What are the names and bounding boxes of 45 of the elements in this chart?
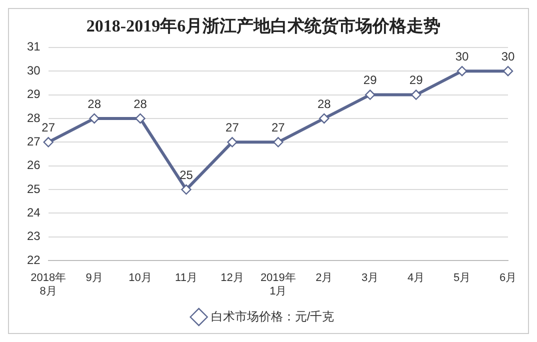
data-label: 27 [271,120,286,134]
x-tick-label: 4月 [408,272,425,284]
x-tick-label: 12月 [220,272,244,284]
chart-title: 2018-2019年6月浙江产地白术统货市场价格走势 [86,16,441,36]
x-tick-label: 10月 [128,272,152,284]
legend-label: 白术市场价格：元/千克 [210,309,334,324]
y-tick-label: 29 [26,87,41,102]
point [181,184,192,195]
x-tick-label: 5月 [453,272,471,284]
point [456,66,468,76]
y-tick-label: 22 [26,252,41,267]
data-label: 30 [455,49,470,64]
x-tick-label: 11月 [175,272,198,284]
point [227,137,238,148]
data-label: 29 [409,73,424,88]
x-tick-label: 2018年 8月 [30,272,66,298]
y-tick-label: 30 [26,63,41,78]
x-tick-label: 2月 [316,272,333,284]
y-tick-label: 31 [26,40,41,54]
data-label: 28 [317,96,332,111]
y-tick-label: 27 [26,134,41,148]
point [135,113,146,124]
data-label: 27 [42,120,56,134]
x-tick-label: 6月 [499,272,517,284]
point [319,113,330,124]
point [273,137,284,148]
data-label: 28 [88,96,102,111]
y-tick-label: 28 [26,110,41,125]
data-label: 25 [180,168,194,182]
y-tick-label: 24 [26,206,41,220]
data-label: 30 [501,49,515,64]
data-label: 27 [226,120,240,134]
point [365,90,376,100]
point [502,66,514,76]
x-tick-label: 3月 [362,272,379,284]
point [43,137,54,148]
y-tick-label: 26 [26,158,41,172]
x-tick-label: 2019年 1月 [260,272,296,298]
data-label: 28 [134,96,148,111]
x-tick-label: 9月 [86,272,103,284]
point [89,113,100,124]
point [410,90,422,100]
y-tick-label: 25 [26,182,41,196]
y-tick-label: 23 [26,229,41,244]
data-label: 29 [363,73,378,88]
